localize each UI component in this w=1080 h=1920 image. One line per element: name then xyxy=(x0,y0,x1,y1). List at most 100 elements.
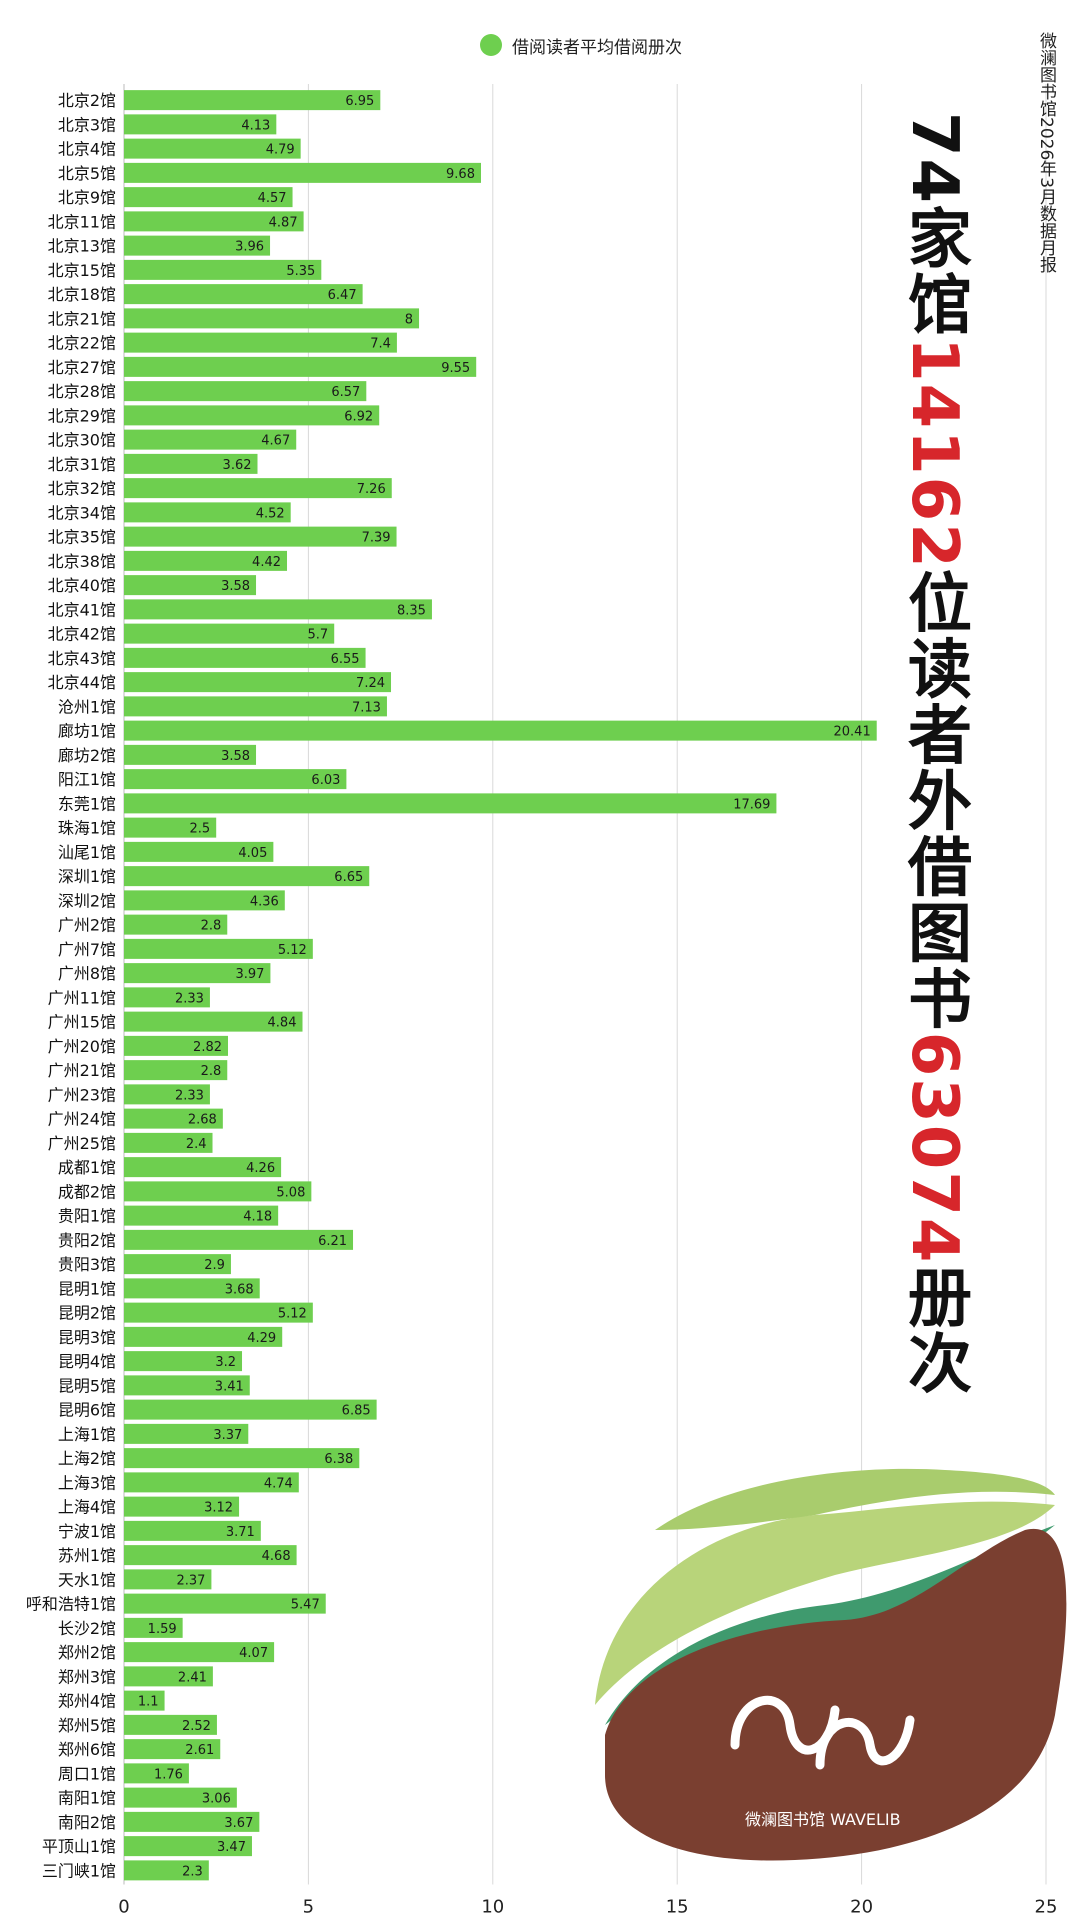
category-label: 昆明2馆 xyxy=(58,1304,116,1323)
bar xyxy=(124,1617,183,1638)
category-label: 广州8馆 xyxy=(58,964,116,983)
category-label: 成都1馆 xyxy=(58,1158,116,1177)
bar xyxy=(124,502,291,523)
value-label: 3.41 xyxy=(215,1379,244,1394)
x-tick-label: 15 xyxy=(666,1897,689,1918)
value-label: 2.3 xyxy=(182,1864,203,1879)
category-label: 周口1馆 xyxy=(58,1764,116,1783)
value-label: 2.61 xyxy=(185,1743,214,1758)
category-label: 北京3馆 xyxy=(58,115,116,134)
value-label: 20.41 xyxy=(834,725,871,740)
bar xyxy=(124,550,288,571)
value-label: 17.69 xyxy=(733,797,770,812)
category-label: 长沙2馆 xyxy=(58,1619,116,1638)
bar xyxy=(124,356,477,377)
category-label: 郑州6馆 xyxy=(58,1740,116,1759)
value-label: 7.13 xyxy=(352,700,381,715)
category-label: 贵阳3馆 xyxy=(58,1255,116,1274)
value-label: 4.05 xyxy=(238,846,267,861)
bar xyxy=(124,1763,189,1784)
bar xyxy=(124,1108,223,1129)
value-label: 6.55 xyxy=(331,652,360,667)
value-label: 5.7 xyxy=(308,628,329,643)
value-label: 6.65 xyxy=(334,870,363,885)
bar xyxy=(124,1787,237,1808)
value-label: 4.74 xyxy=(264,1476,293,1491)
bar xyxy=(124,162,481,183)
value-label: 4.36 xyxy=(250,894,279,909)
legend-swatch xyxy=(480,34,502,56)
category-label: 上海3馆 xyxy=(58,1473,116,1492)
bar xyxy=(124,599,432,620)
category-label: 上海4馆 xyxy=(58,1498,116,1517)
chart-legend: 借阅读者平均借阅册次 xyxy=(480,30,682,60)
value-label: 2.41 xyxy=(178,1670,207,1685)
bar xyxy=(124,1569,212,1590)
bar xyxy=(124,1399,377,1420)
category-label: 廊坊2馆 xyxy=(58,746,116,765)
value-label: 2.52 xyxy=(182,1719,211,1734)
value-label: 5.12 xyxy=(278,943,307,958)
value-label: 3.06 xyxy=(202,1792,231,1807)
value-label: 3.58 xyxy=(221,749,250,764)
category-label: 昆明4馆 xyxy=(58,1352,116,1371)
category-label: 平顶山1馆 xyxy=(42,1837,116,1856)
category-label: 贵阳2馆 xyxy=(58,1231,116,1250)
bar xyxy=(124,672,392,693)
bar xyxy=(124,1448,360,1469)
bar xyxy=(124,866,370,887)
leaf-top xyxy=(655,1468,1055,1530)
logo-mark xyxy=(730,1695,915,1770)
legend-label: 借阅读者平均借阅册次 xyxy=(512,37,682,58)
category-label: 呼和浩特1馆 xyxy=(26,1595,116,1614)
bar xyxy=(124,817,217,838)
x-tick-label: 25 xyxy=(1035,1897,1058,1918)
headline-part-5: 册次 xyxy=(897,1264,971,1397)
category-label: 北京30馆 xyxy=(48,431,116,450)
category-label: 北京5馆 xyxy=(58,164,116,183)
category-label: 深圳1馆 xyxy=(58,867,116,886)
category-label: 三门峡1馆 xyxy=(42,1861,116,1880)
category-label: 廊坊1馆 xyxy=(58,722,116,741)
bar xyxy=(124,1181,312,1202)
value-label: 4.67 xyxy=(261,434,290,449)
bar xyxy=(124,623,335,644)
category-label: 北京22馆 xyxy=(48,334,116,353)
bar xyxy=(124,1084,210,1105)
bar xyxy=(124,1423,249,1444)
bar xyxy=(124,647,366,668)
bar xyxy=(124,1375,250,1396)
value-label: 2.4 xyxy=(186,1137,207,1152)
category-label: 广州2馆 xyxy=(58,916,116,935)
bar xyxy=(124,138,301,159)
value-label: 3.68 xyxy=(225,1282,254,1297)
bar xyxy=(124,1545,297,1566)
bar xyxy=(124,793,777,814)
value-label: 4.13 xyxy=(241,118,270,133)
bar xyxy=(124,720,877,741)
value-label: 1.76 xyxy=(154,1767,183,1782)
bar xyxy=(124,890,285,911)
value-label: 2.33 xyxy=(175,991,204,1006)
category-label: 北京42馆 xyxy=(48,625,116,644)
category-label: 汕尾1馆 xyxy=(58,843,116,862)
value-label: 8 xyxy=(405,312,413,327)
category-label: 郑州5馆 xyxy=(58,1716,116,1735)
category-label: 上海2馆 xyxy=(58,1449,116,1468)
bar xyxy=(124,1593,326,1614)
bar xyxy=(124,744,257,765)
bar xyxy=(124,526,397,547)
bar xyxy=(124,963,271,984)
category-label: 昆明3馆 xyxy=(58,1328,116,1347)
logo-text: 微澜图书馆 WAVELIB xyxy=(745,1810,901,1829)
headline-reader-count: 14162 xyxy=(897,337,971,570)
value-label: 2.5 xyxy=(190,822,211,837)
bar xyxy=(124,1496,240,1517)
bar xyxy=(124,914,228,935)
bar xyxy=(124,1690,165,1711)
bar xyxy=(124,284,363,305)
bar xyxy=(124,1060,228,1081)
value-label: 6.03 xyxy=(311,773,340,788)
value-label: 4.79 xyxy=(266,143,295,158)
value-label: 4.42 xyxy=(252,555,281,570)
